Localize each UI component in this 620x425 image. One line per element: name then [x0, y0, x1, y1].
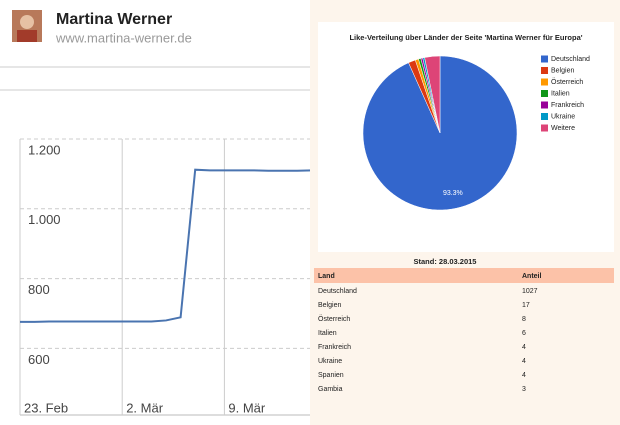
column-header: Anteil: [522, 273, 542, 280]
pie-title: Like-Verteilung über Länder der Seite 'M…: [349, 33, 582, 42]
legend-label: Ukraine: [551, 113, 575, 120]
table-cell: 4: [522, 358, 526, 365]
profile-name: Martina Werner: [56, 11, 172, 28]
legend-swatch: [541, 67, 548, 74]
legend-label: Weitere: [551, 125, 575, 132]
y-tick-label: 600: [28, 352, 50, 367]
table-cell: 1027: [522, 288, 538, 295]
legend-swatch: [541, 78, 548, 86]
table-cell: 4: [522, 344, 526, 351]
legend-label: Italien: [551, 90, 570, 97]
legend-label: Frankreich: [551, 102, 584, 109]
table-cell: Österreich: [318, 315, 350, 323]
pie-slice: [424, 55, 441, 134]
legend-swatch: [541, 124, 548, 132]
y-tick-label: 1.200: [28, 142, 61, 157]
table-cell: 8: [522, 316, 526, 323]
legend-label: Belgien: [551, 67, 574, 74]
table-header-bg: [314, 268, 614, 283]
y-tick-label: 800: [28, 282, 50, 297]
line-series: [20, 168, 313, 323]
table-cell: Frankreich: [318, 344, 351, 351]
column-header: Land: [318, 273, 335, 280]
table-cell: Italien: [318, 330, 337, 337]
table-cell: 4: [522, 372, 526, 379]
avatar-body: [17, 30, 37, 42]
legend-swatch: [541, 113, 548, 120]
legend-swatch: [541, 101, 548, 109]
avatar-face: [20, 15, 34, 29]
line-chart: 600 800 1.000 1.200 23. Feb 2. Mär 9. Mär: [19, 138, 313, 416]
table-cell: 17: [522, 302, 530, 309]
table-cell: Belgien: [318, 302, 341, 309]
table-cell: 6: [522, 330, 526, 337]
table-cell: Deutschland: [318, 288, 357, 295]
x-tick-label: 2. Mär: [126, 400, 164, 415]
table: Land Anteil Deutschland 1027 Belgien 17 Österr…: [314, 268, 614, 393]
x-tick-label: 23. Feb: [24, 400, 68, 415]
table-cell: Gambia: [318, 386, 343, 393]
table-cell: 3: [522, 386, 526, 393]
profile-url: www.martina-werner.de: [55, 30, 192, 45]
legend-swatch: [541, 55, 548, 63]
y-tick-label: 1.000: [28, 212, 61, 227]
x-tick-label: 9. Mär: [228, 400, 266, 415]
legend-label: Österreich: [551, 78, 583, 86]
pie-chart: 93.3% Deutschland Belgien Österreich Italien…: [362, 55, 590, 211]
table-cell: Spanien: [318, 372, 344, 379]
legend-swatch: [541, 90, 548, 97]
legend-label: Deutschland: [551, 56, 590, 63]
table-caption: Stand: 28.03.2015: [414, 257, 477, 266]
table-cell: Ukraine: [318, 358, 342, 365]
slice-label: 93.3%: [443, 190, 463, 197]
